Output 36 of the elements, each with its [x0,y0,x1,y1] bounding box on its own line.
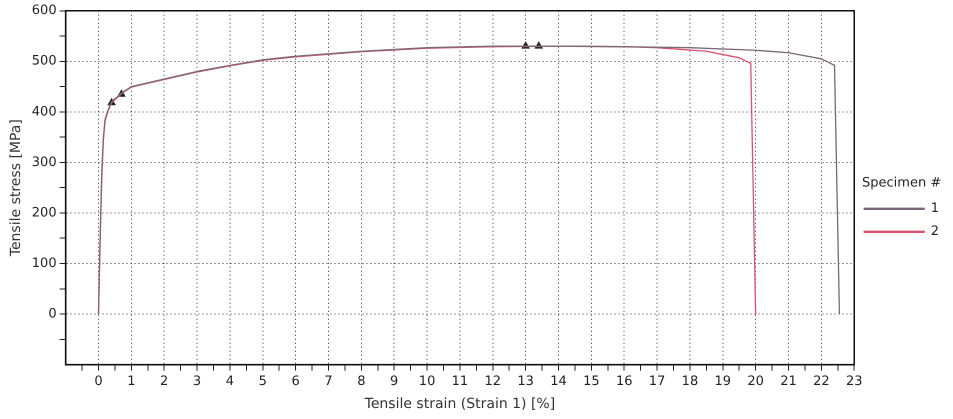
x-tick-label: 13 [517,374,534,389]
x-tick-label: 3 [192,374,202,389]
x-tick-label: 0 [94,374,103,389]
x-tick-label: 1 [127,374,136,389]
x-tick-label: 10 [418,374,436,389]
x-tick-label: 9 [390,374,398,389]
x-tick-label: 11 [452,374,468,389]
x-tick-label: 16 [616,374,632,389]
legend-label: 2 [930,224,940,240]
x-tick-label: 14 [550,374,567,389]
legend-label: 1 [930,201,940,216]
y-axis-title: Tensile stress [MPa] [8,119,24,258]
x-tick-label: 12 [484,374,502,389]
x-tick-label: 15 [583,374,600,389]
x-tick-label: 6 [291,374,300,389]
x-tick-label: 5 [258,374,267,389]
x-tick-label: 2 [160,374,168,389]
x-tick-label: 23 [846,374,862,389]
x-tick-label: 20 [747,374,764,389]
x-tick-label: 21 [780,374,797,389]
x-tick-label: 19 [714,374,732,389]
y-tick-label: 500 [32,54,57,69]
y-tick-label: 200 [32,205,57,220]
x-tick-label: 4 [226,374,234,389]
y-tick-label: 100 [32,256,57,271]
y-tick-label: 600 [32,3,57,18]
x-axis-title: Tensile strain (Strain 1) [%] [364,396,556,412]
y-tick-label: 400 [32,104,57,120]
y-tick-label: 0 [48,306,57,322]
x-tick-label: 17 [648,374,666,389]
legend-title: Specimen # [862,176,942,191]
x-tick-label: 22 [813,374,830,389]
y-tick-label: 300 [32,154,57,170]
x-tick-label: 8 [357,374,366,389]
x-tick-label: 7 [324,374,333,389]
x-tick-label: 18 [682,374,698,389]
